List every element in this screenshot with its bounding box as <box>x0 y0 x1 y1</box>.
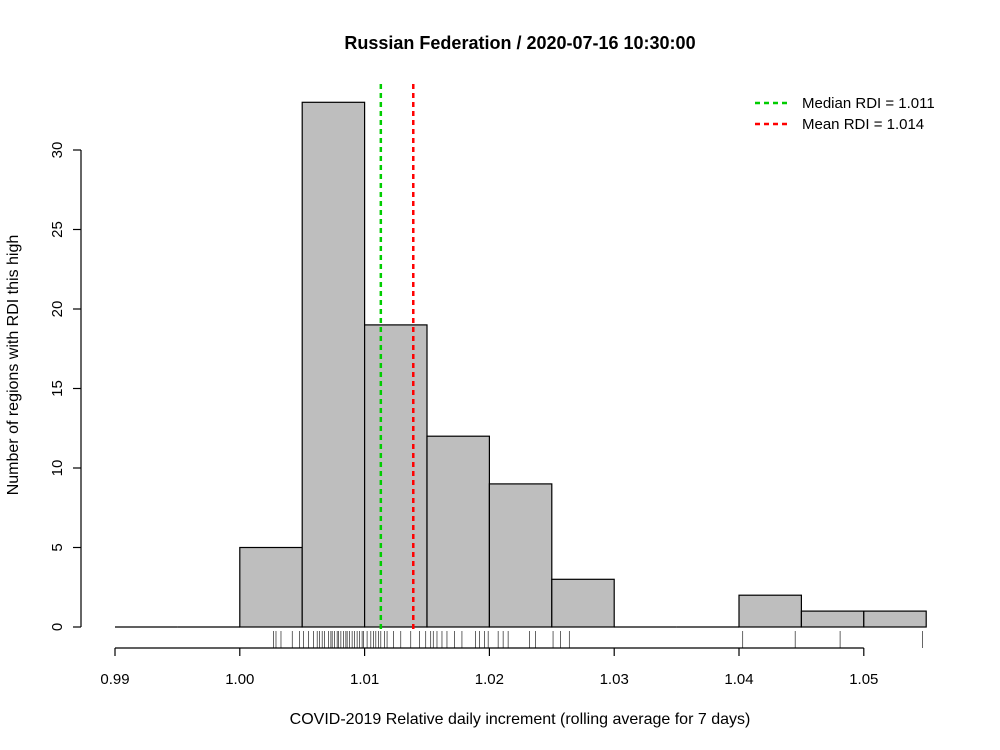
y-tick-label: 25 <box>49 221 66 238</box>
histogram-bar <box>301 101 366 628</box>
legend-entry: Mean RDI = 1.014 <box>802 116 924 133</box>
y-tick-label: 30 <box>49 142 66 159</box>
reference-lines <box>379 84 415 632</box>
histogram-bar <box>364 324 428 628</box>
legend: Median RDI = 1.011 Mean RDI = 1.014 <box>755 95 935 133</box>
y-tick-label: 20 <box>49 301 66 318</box>
x-axis-label: COVID-2019 Relative daily increment (rol… <box>290 711 751 728</box>
y-tick-label: 0 <box>49 623 66 631</box>
x-tick-label: 1.04 <box>724 671 753 688</box>
x-tick-label: 1.02 <box>475 671 504 688</box>
x-tick-label: 1.01 <box>350 671 379 688</box>
y-tick-label: 15 <box>49 380 66 397</box>
histogram-bar <box>863 610 927 628</box>
y-axis-label: Number of regions with RDI this high <box>5 235 22 496</box>
x-tick-label: 1.03 <box>600 671 629 688</box>
legend-entry: Median RDI = 1.011 <box>802 95 935 112</box>
x-axis: 0.99 1.00 1.01 1.02 1.03 1.04 1.05 <box>100 647 878 688</box>
histogram-bars <box>115 101 927 628</box>
histogram-bar <box>738 594 803 628</box>
y-tick-label: 5 <box>49 543 66 551</box>
histogram-bar <box>239 546 303 628</box>
x-tick-label: 0.99 <box>100 671 129 688</box>
histogram-bar <box>800 610 865 628</box>
x-tick-label: 1.00 <box>225 671 254 688</box>
histogram-bar <box>426 435 491 628</box>
y-tick-label: 10 <box>49 460 66 477</box>
chart-title: Russian Federation / 2020-07-16 10:30:00 <box>344 33 695 53</box>
y-axis: 0 5 10 15 20 25 30 <box>49 142 82 631</box>
x-tick-label: 1.05 <box>849 671 878 688</box>
rug-marks <box>273 631 923 648</box>
histogram-bar <box>551 578 615 628</box>
histogram-bar <box>488 483 553 628</box>
